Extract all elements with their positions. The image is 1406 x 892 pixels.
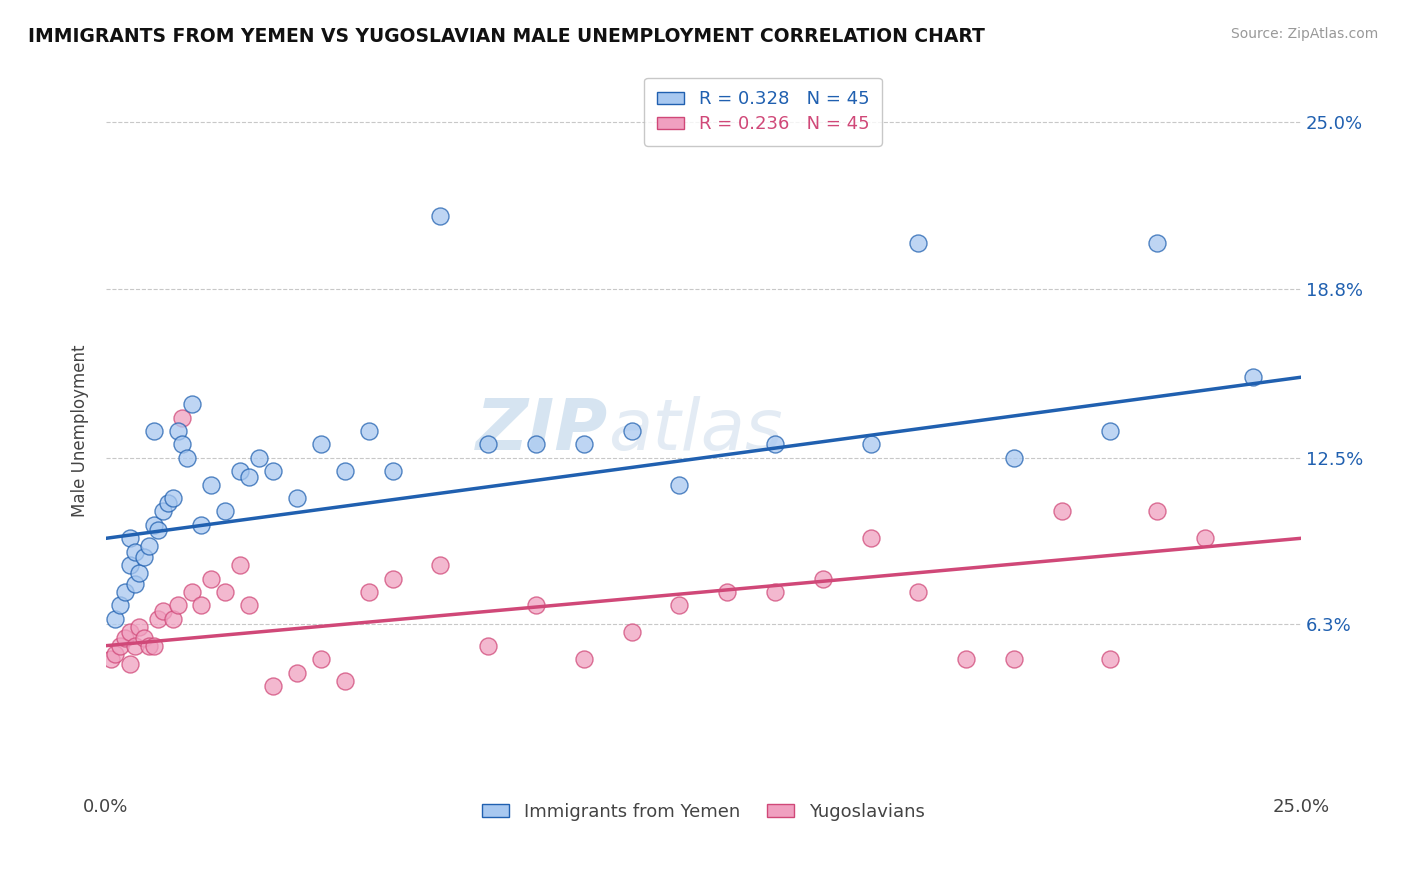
Legend: Immigrants from Yemen, Yugoslavians: Immigrants from Yemen, Yugoslavians — [468, 789, 939, 835]
Text: atlas: atlas — [607, 396, 782, 466]
Point — [1098, 652, 1121, 666]
Point — [1146, 235, 1168, 250]
Point — [524, 599, 547, 613]
Point — [811, 572, 834, 586]
Point — [124, 639, 146, 653]
Point — [114, 585, 136, 599]
Point — [285, 491, 308, 505]
Text: ZIP: ZIP — [475, 396, 607, 466]
Point — [134, 631, 156, 645]
Point — [477, 437, 499, 451]
Point — [1050, 504, 1073, 518]
Point — [285, 665, 308, 680]
Point — [429, 558, 451, 573]
Point — [138, 639, 160, 653]
Point — [118, 657, 141, 672]
Point — [668, 477, 690, 491]
Point — [142, 424, 165, 438]
Point — [1098, 424, 1121, 438]
Point — [128, 620, 150, 634]
Point — [247, 450, 270, 465]
Point — [110, 639, 132, 653]
Point — [114, 631, 136, 645]
Point — [381, 572, 404, 586]
Y-axis label: Male Unemployment: Male Unemployment — [72, 344, 89, 517]
Point — [118, 558, 141, 573]
Point — [181, 585, 204, 599]
Point — [572, 437, 595, 451]
Point — [200, 572, 222, 586]
Point — [176, 450, 198, 465]
Point — [190, 599, 212, 613]
Point — [262, 679, 284, 693]
Point — [124, 577, 146, 591]
Point — [162, 491, 184, 505]
Point — [1002, 450, 1025, 465]
Point — [110, 599, 132, 613]
Point — [1194, 531, 1216, 545]
Point — [104, 612, 127, 626]
Point — [429, 209, 451, 223]
Point — [104, 647, 127, 661]
Point — [142, 517, 165, 532]
Point — [229, 558, 252, 573]
Point — [148, 612, 170, 626]
Point — [190, 517, 212, 532]
Point — [572, 652, 595, 666]
Point — [152, 504, 174, 518]
Point — [381, 464, 404, 478]
Point — [955, 652, 977, 666]
Point — [229, 464, 252, 478]
Point — [1146, 504, 1168, 518]
Point — [668, 599, 690, 613]
Point — [333, 464, 356, 478]
Point — [148, 523, 170, 537]
Point — [152, 604, 174, 618]
Point — [238, 469, 260, 483]
Point — [200, 477, 222, 491]
Point — [763, 437, 786, 451]
Point — [524, 437, 547, 451]
Point — [1002, 652, 1025, 666]
Point — [859, 437, 882, 451]
Point — [172, 410, 194, 425]
Point — [157, 496, 180, 510]
Point — [763, 585, 786, 599]
Point — [859, 531, 882, 545]
Point — [620, 424, 643, 438]
Point — [357, 424, 380, 438]
Point — [907, 585, 929, 599]
Point — [128, 566, 150, 581]
Point — [262, 464, 284, 478]
Point — [214, 585, 236, 599]
Point — [172, 437, 194, 451]
Point — [309, 437, 332, 451]
Point — [162, 612, 184, 626]
Point — [620, 625, 643, 640]
Point — [309, 652, 332, 666]
Point — [134, 550, 156, 565]
Point — [166, 599, 188, 613]
Point — [100, 652, 122, 666]
Point — [214, 504, 236, 518]
Point — [357, 585, 380, 599]
Point — [477, 639, 499, 653]
Point — [907, 235, 929, 250]
Point — [138, 540, 160, 554]
Point — [333, 673, 356, 688]
Text: IMMIGRANTS FROM YEMEN VS YUGOSLAVIAN MALE UNEMPLOYMENT CORRELATION CHART: IMMIGRANTS FROM YEMEN VS YUGOSLAVIAN MAL… — [28, 27, 986, 45]
Point — [118, 625, 141, 640]
Point — [118, 531, 141, 545]
Point — [166, 424, 188, 438]
Point — [238, 599, 260, 613]
Point — [142, 639, 165, 653]
Point — [716, 585, 738, 599]
Point — [181, 397, 204, 411]
Text: Source: ZipAtlas.com: Source: ZipAtlas.com — [1230, 27, 1378, 41]
Point — [1241, 370, 1264, 384]
Point — [124, 545, 146, 559]
